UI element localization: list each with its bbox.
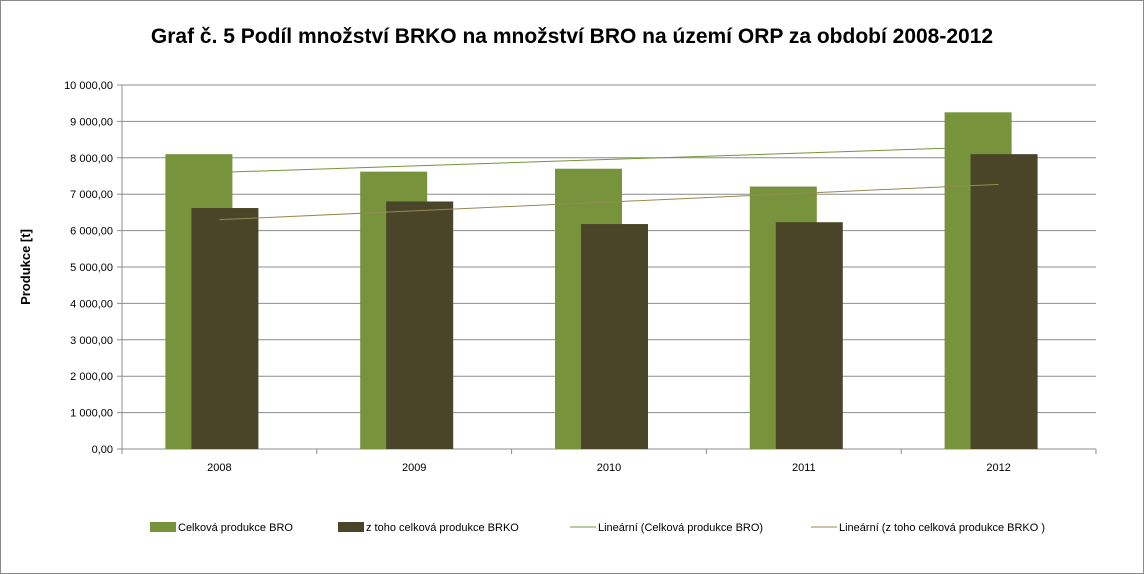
y-axis-label: Produkce [t] <box>18 229 33 305</box>
legend-label-trend-brko: Lineární (z toho celková produkce BRKO ) <box>839 522 1045 534</box>
bar-brko-2008 <box>191 208 259 449</box>
x-tick-label: 2011 <box>792 462 816 474</box>
y-tick-label: 2 000,00 <box>70 371 113 383</box>
legend-label-bro: Celková produkce BRO <box>178 522 293 534</box>
trendline-bro <box>219 146 999 173</box>
y-tick-label: 1 000,00 <box>70 408 113 420</box>
y-tick-label: 0,00 <box>92 444 113 456</box>
y-tick-label: 4 000,00 <box>70 298 113 310</box>
legend-swatch-brko <box>338 522 364 532</box>
trendline-brko <box>219 183 999 221</box>
x-tick-label: 2010 <box>597 462 621 474</box>
bar-brko-2011 <box>775 222 843 449</box>
y-tick-label: 3 000,00 <box>70 335 113 347</box>
bar-brko-2009 <box>386 201 454 449</box>
x-tick-label: 2009 <box>402 462 426 474</box>
bar-brko-2010 <box>581 224 648 449</box>
chart-title: Graf č. 5 Podíl množství BRKO na množstv… <box>150 25 994 48</box>
y-tick-label: 10 000,00 <box>64 80 113 92</box>
legend-swatch-bro <box>150 522 176 532</box>
legend-label-trend-bro: Lineární (Celková produkce BRO) <box>598 522 763 534</box>
y-tick-label: 6 000,00 <box>70 226 113 238</box>
legend-label-brko: z toho celková produkce BRKO <box>366 522 519 534</box>
y-tick-label: 5 000,00 <box>70 262 113 274</box>
x-tick-label: 2008 <box>207 462 231 474</box>
y-tick-label: 9 000,00 <box>70 116 113 128</box>
y-tick-label: 7 000,00 <box>70 189 113 201</box>
y-tick-label: 8 000,00 <box>70 153 113 165</box>
bar-brko-2012 <box>970 154 1038 449</box>
x-tick-label: 2012 <box>986 462 1010 474</box>
